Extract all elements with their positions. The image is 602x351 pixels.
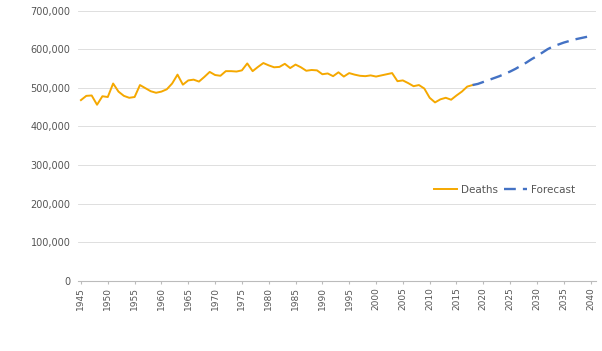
Forecast <box>496 74 503 78</box>
Forecast <box>528 57 535 61</box>
Forecast <box>506 69 514 74</box>
Deaths <box>469 83 476 87</box>
Deaths <box>163 87 170 91</box>
Forecast <box>560 40 568 45</box>
Forecast <box>474 82 482 86</box>
Deaths <box>77 98 84 102</box>
Forecast <box>587 34 594 38</box>
Line: Deaths: Deaths <box>81 63 473 105</box>
Forecast <box>565 39 573 43</box>
Forecast <box>544 47 551 51</box>
Deaths <box>442 96 449 100</box>
Forecast <box>555 42 562 47</box>
Forecast <box>576 36 583 40</box>
Forecast <box>469 83 476 87</box>
Deaths <box>303 69 310 73</box>
Line: Forecast: Forecast <box>473 36 591 85</box>
Forecast <box>571 37 578 41</box>
Deaths <box>169 81 176 86</box>
Forecast <box>485 78 492 82</box>
Legend: Deaths, Forecast: Deaths, Forecast <box>433 185 576 194</box>
Forecast <box>523 60 530 65</box>
Forecast <box>480 80 487 84</box>
Deaths <box>211 73 219 77</box>
Forecast <box>539 51 546 55</box>
Forecast <box>491 76 498 80</box>
Deaths <box>93 102 101 107</box>
Forecast <box>582 35 589 39</box>
Forecast <box>501 72 508 76</box>
Forecast <box>517 64 524 68</box>
Deaths <box>259 61 267 65</box>
Forecast <box>550 44 557 48</box>
Forecast <box>512 67 519 71</box>
Deaths <box>308 68 315 72</box>
Forecast <box>533 54 541 58</box>
